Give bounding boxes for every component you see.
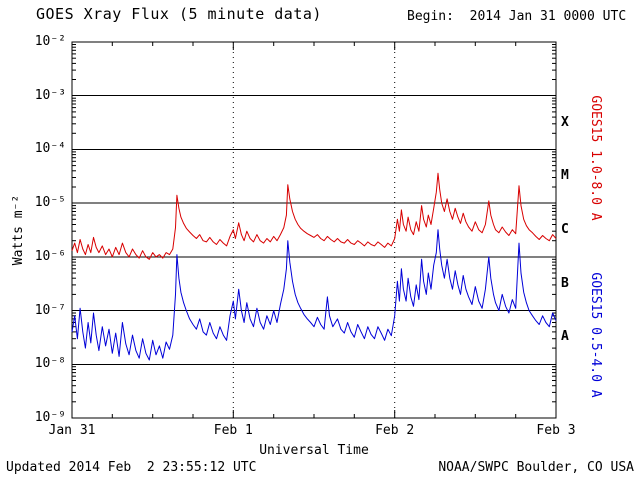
x-axis-label: Universal Time <box>259 443 369 458</box>
y-tick-label: 10⁻⁴ <box>34 141 66 157</box>
flare-class-m: M <box>561 168 569 184</box>
x-tick-label: Feb 1 <box>213 423 253 438</box>
y-tick-label: 10⁻⁷ <box>34 302 66 318</box>
x-tick-label: Feb 2 <box>375 423 415 438</box>
series-label-long-band: GOES15 1.0-8.0 A <box>588 95 603 221</box>
flare-class-x: X <box>561 114 569 130</box>
y-tick-label: 10⁻⁹ <box>34 410 66 425</box>
y-tick-label: 10⁻² <box>34 34 66 49</box>
x-tick-label: Jan 31 <box>48 423 96 438</box>
flare-class-c: C <box>561 222 569 237</box>
y-axis-label: Watts m⁻² <box>11 194 26 266</box>
y-tick-label: 10⁻³ <box>34 87 66 103</box>
flare-class-a: A <box>561 329 569 345</box>
chart-title: GOES Xray Flux (5 minute data) <box>36 5 322 23</box>
flare-class-b: B <box>561 275 569 291</box>
credit-label: NOAA/SWPC Boulder, CO USA <box>438 460 634 475</box>
x-tick-label: Feb 3 <box>536 423 576 438</box>
y-tick-label: 10⁻⁸ <box>34 356 66 372</box>
updated-timestamp: Updated 2014 Feb 2 23:55:12 UTC <box>6 460 257 475</box>
y-tick-label: 10⁻⁵ <box>34 195 66 211</box>
y-tick-label: 10⁻⁶ <box>34 248 66 264</box>
begin-timestamp: Begin: 2014 Jan 31 0000 UTC <box>407 9 627 24</box>
series-label-short-band: GOES15 0.5-4.0 A <box>588 272 603 398</box>
